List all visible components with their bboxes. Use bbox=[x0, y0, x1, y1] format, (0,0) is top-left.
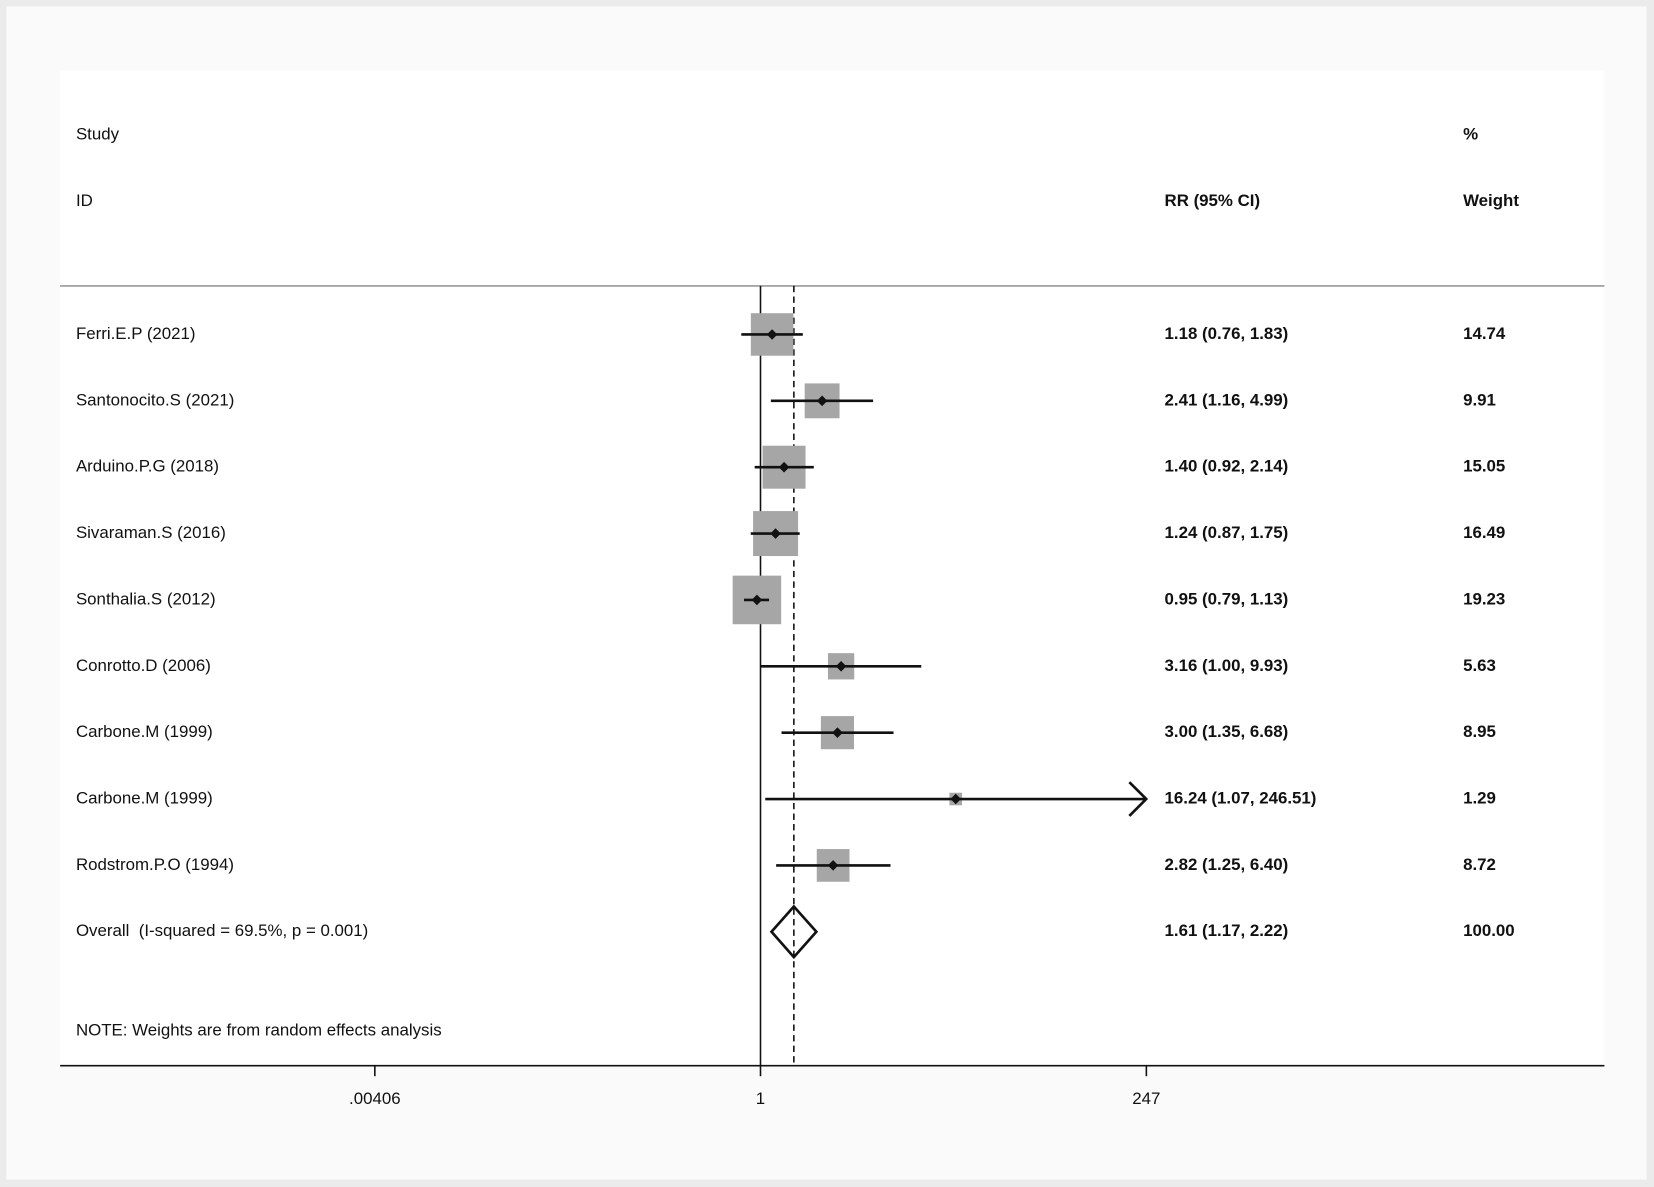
study-label: Sivaraman.S (2016) bbox=[76, 523, 226, 542]
rr-label: 2.41 (1.16, 4.99) bbox=[1165, 390, 1289, 409]
overall-label: Overall (I-squared = 69.5%, p = 0.001) bbox=[76, 921, 368, 940]
weight-label: 8.95 bbox=[1463, 722, 1496, 741]
study-label: Rodstrom.P.O (1994) bbox=[76, 855, 234, 874]
rr-label: 2.82 (1.25, 6.40) bbox=[1165, 855, 1289, 874]
rr-label: 1.24 (0.87, 1.75) bbox=[1165, 523, 1289, 542]
weight-label: 19.23 bbox=[1463, 589, 1505, 608]
note: NOTE: Weights are from random effects an… bbox=[76, 1020, 442, 1039]
point bbox=[816, 395, 828, 407]
weight-label: 14.74 bbox=[1463, 324, 1506, 343]
overall-diamond bbox=[769, 904, 819, 960]
point bbox=[827, 860, 839, 871]
rr-label: 3.16 (1.00, 9.93) bbox=[1165, 656, 1289, 675]
x-tick-label: 247 bbox=[1132, 1089, 1160, 1108]
study-label: Santonocito.S (2021) bbox=[76, 390, 234, 409]
weight-label: 5.63 bbox=[1463, 656, 1496, 675]
header-pct: % bbox=[1463, 125, 1478, 144]
weight-label: 1.29 bbox=[1463, 788, 1496, 807]
header-id: ID bbox=[76, 191, 93, 210]
overall-rr-label: 1.61 (1.17, 2.22) bbox=[1165, 921, 1289, 940]
point bbox=[835, 661, 847, 672]
study-label: Ferri.E.P (2021) bbox=[76, 324, 196, 343]
study-label: Sonthalia.S (2012) bbox=[76, 589, 216, 608]
plot-region bbox=[60, 70, 1605, 1066]
header-rr: RR (95% CI) bbox=[1165, 191, 1261, 210]
x-tick-label: .00406 bbox=[349, 1089, 401, 1108]
weight-label: 9.91 bbox=[1463, 390, 1496, 409]
study-label: Arduino.P.G (2018) bbox=[76, 457, 219, 476]
overall-weight-label: 100.00 bbox=[1463, 921, 1515, 940]
study-label: Conrotto.D (2006) bbox=[76, 656, 211, 675]
rr-label: 16.24 (1.07, 246.51) bbox=[1165, 788, 1317, 807]
point bbox=[766, 329, 778, 340]
weight-label: 8.72 bbox=[1463, 855, 1496, 874]
rr-label: 0.95 (0.79, 1.13) bbox=[1165, 589, 1289, 608]
point bbox=[950, 793, 962, 805]
rr-label: 1.40 (0.92, 2.14) bbox=[1165, 457, 1289, 476]
weight-label: 15.05 bbox=[1463, 457, 1505, 476]
study-label: Carbone.M (1999) bbox=[76, 722, 213, 741]
rr-label: 3.00 (1.35, 6.68) bbox=[1165, 722, 1289, 741]
study-label: Carbone.M (1999) bbox=[76, 788, 213, 807]
ci-arrow bbox=[1128, 781, 1149, 817]
header-study: Study bbox=[76, 125, 120, 144]
rr-label: 1.18 (0.76, 1.83) bbox=[1165, 324, 1289, 343]
x-tick-label: 1 bbox=[756, 1089, 765, 1108]
weight-label: 16.49 bbox=[1463, 523, 1505, 542]
header-weight: Weight bbox=[1463, 191, 1519, 210]
